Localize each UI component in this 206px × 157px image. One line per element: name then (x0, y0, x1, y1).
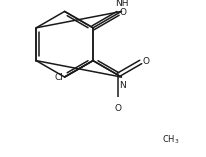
Text: O: O (141, 57, 148, 66)
Text: Cl: Cl (54, 73, 63, 81)
Text: O: O (119, 8, 126, 17)
Text: NH: NH (114, 0, 128, 8)
Text: O: O (114, 104, 121, 113)
Text: CH$_3$: CH$_3$ (161, 133, 178, 146)
Text: N: N (119, 81, 125, 89)
